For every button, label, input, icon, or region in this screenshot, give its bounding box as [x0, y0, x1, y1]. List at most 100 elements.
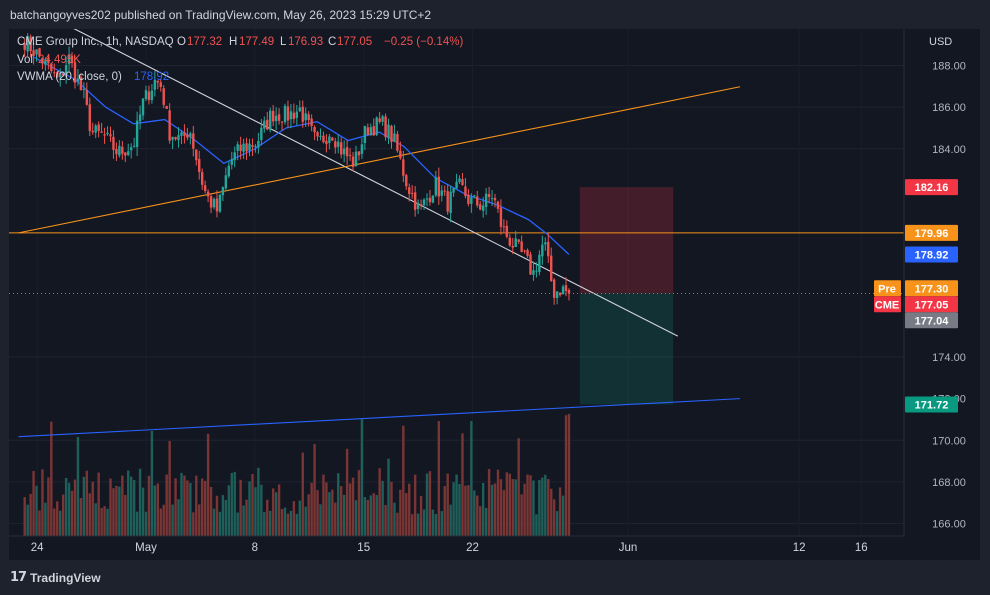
candle-body: [192, 133, 195, 149]
header: batchangoyves202 published on TradingVie…: [0, 0, 990, 30]
candle-body: [467, 194, 470, 204]
candle-body: [106, 132, 109, 135]
volume-bar: [209, 486, 213, 536]
candle-body: [135, 120, 139, 147]
volume-bar: [402, 425, 405, 536]
candle-body: [242, 143, 245, 152]
time-axis[interactable]: 24 May 8 15 22 Jun 12 16: [9, 535, 904, 554]
trend-line-rising-blue[interactable]: [18, 398, 741, 438]
candle-body: [26, 35, 29, 52]
candle-body: [171, 136, 174, 140]
candle-body: [514, 238, 517, 248]
candle-body: [109, 134, 112, 137]
candle-body: [41, 57, 44, 64]
candle-body: [348, 154, 352, 156]
candle-body: [260, 127, 263, 141]
legend-vwma-label: VWMA (20, close, 0): [17, 71, 122, 83]
volume-bar: [490, 484, 494, 536]
stop-loss-zone[interactable]: [579, 187, 674, 294]
volume-bar: [502, 490, 506, 536]
volume-bar: [552, 499, 556, 536]
candle-body: [541, 244, 544, 257]
volume-bar: [124, 494, 127, 536]
volume-bar: [313, 444, 316, 536]
candle-body: [520, 241, 523, 252]
candle-body: [236, 144, 239, 151]
volume-bar: [461, 433, 464, 536]
volume-bar: [304, 506, 307, 536]
candle-body: [245, 143, 248, 152]
volume-bar: [257, 467, 260, 536]
volume-bar: [239, 479, 242, 536]
candle-body: [544, 242, 547, 245]
volume-bar: [467, 485, 470, 536]
chart-area[interactable]: CME Group Inc., 1h, NASDAQ O 177.32 H 17…: [9, 29, 980, 560]
candle-body: [70, 55, 74, 64]
candle-body: [399, 150, 402, 159]
candle-body: [473, 195, 476, 197]
candle-body: [162, 88, 165, 105]
volume-bar: [91, 481, 94, 536]
candle-body: [384, 116, 387, 138]
volume-bar: [41, 469, 44, 536]
y-tick-label: 168.00: [932, 477, 966, 489]
volume-bar: [67, 482, 71, 536]
candle-body: [153, 79, 157, 90]
legend-close: 177.05: [337, 36, 372, 48]
volume-bar: [345, 448, 349, 536]
volume-bar: [316, 490, 319, 536]
volume-bar: [53, 508, 56, 536]
volume-bar: [334, 502, 337, 536]
trend-line-rising-orange[interactable]: [18, 86, 741, 234]
price-tag: 177.04: [905, 312, 958, 329]
trend-lines[interactable]: [9, 29, 904, 438]
volume-bar: [422, 509, 426, 536]
volume-bar: [431, 509, 435, 536]
volume-bar: [544, 474, 547, 536]
candle-body: [47, 57, 50, 64]
candle-body: [165, 106, 168, 109]
vwma-path: [33, 56, 570, 255]
candle-body: [53, 72, 56, 74]
chart-svg[interactable]: CME Group Inc., 1h, NASDAQ O 177.32 H 17…: [9, 29, 980, 560]
candle-body: [481, 205, 485, 211]
volume-bar: [88, 493, 91, 536]
volume-bar: [449, 504, 452, 536]
candle-body: [29, 36, 32, 52]
legend: CME Group Inc., 1h, NASDAQ O 177.32 H 17…: [17, 36, 463, 83]
price-tag-value: 182.16: [915, 182, 949, 194]
y-tick-label: 170.00: [932, 435, 966, 447]
candle-body: [476, 196, 479, 206]
volume-bar: [233, 471, 236, 536]
candle-body: [405, 175, 408, 187]
volume-bar: [183, 475, 186, 536]
volume-bar: [434, 514, 438, 536]
candle-body: [295, 111, 299, 118]
short-position-tool[interactable]: [579, 187, 674, 405]
price-axis[interactable]: USD 188.00 186.00 184.00 174.00 170.00 168.00…: [903, 29, 966, 536]
legend-symbol: CME Group Inc., 1h, NASDAQ: [17, 36, 174, 48]
volume-bar: [458, 483, 461, 536]
volume-bar: [206, 433, 210, 536]
volume-bar: [94, 503, 97, 536]
candle-body: [390, 125, 393, 142]
candle-body: [366, 127, 370, 135]
candle-body: [313, 127, 316, 133]
candle-body: [372, 126, 375, 136]
candle-body: [564, 285, 568, 292]
volume-bar: [351, 477, 355, 536]
candle-body: [23, 43, 26, 50]
legend-change: −0.25 (−0.14%): [384, 36, 463, 48]
tradingview-logo[interactable]: 17 TradingView: [10, 570, 101, 585]
trend-line-upper-white[interactable]: [60, 29, 679, 337]
volume-bar: [177, 499, 180, 536]
volume-bar: [408, 483, 411, 536]
candle-body: [103, 134, 106, 136]
take-profit-zone[interactable]: [579, 293, 674, 405]
candle-body: [316, 132, 319, 137]
candle-body: [328, 136, 331, 143]
candle-body: [271, 110, 275, 122]
volume-bar: [437, 421, 441, 536]
candle-body: [183, 132, 186, 136]
volume-bar: [159, 508, 162, 536]
